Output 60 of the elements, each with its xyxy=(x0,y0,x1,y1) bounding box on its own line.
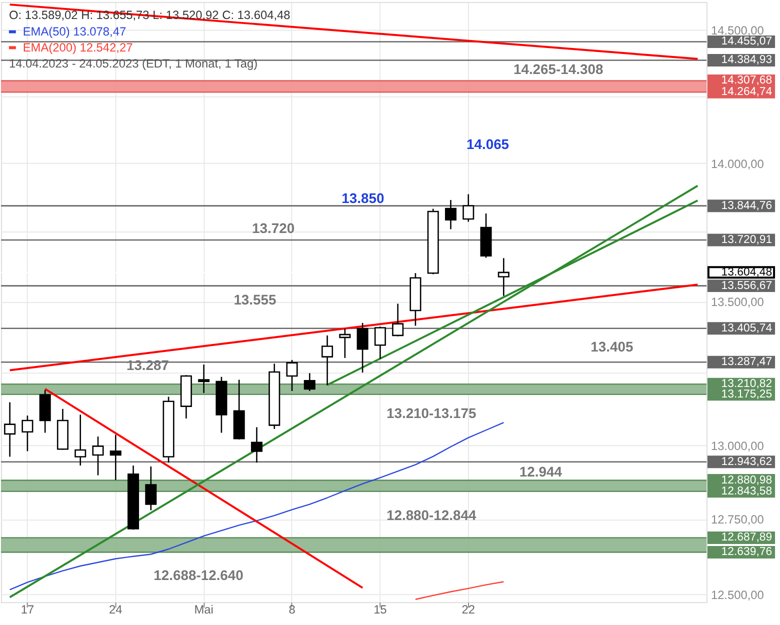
legend-label: EMA(200) 12.542,27 xyxy=(22,40,134,55)
candlestick xyxy=(374,326,386,360)
annotation: 14.065 xyxy=(466,136,510,152)
band-label: 14.265-14.308 xyxy=(513,60,604,77)
y-tick-label: 14.000,00 xyxy=(710,156,764,171)
ref-line-label: 12.880,98 xyxy=(721,474,772,486)
line-series xyxy=(9,422,504,590)
ref-line-label: 12.687,89 xyxy=(721,532,772,544)
ref-line-label: 12.639,76 xyxy=(721,546,772,558)
annotation: 13.405 xyxy=(590,338,634,354)
x-tick-label: 8 xyxy=(288,602,296,617)
band-label: 12.688-12.640 xyxy=(154,567,244,584)
candlestick xyxy=(145,466,157,511)
ref-line-label: 13.556,67 xyxy=(721,280,772,292)
y-tick-label: 13.000,00 xyxy=(710,438,764,453)
ref-line-label: 12.943,62 xyxy=(721,456,772,468)
candlestick xyxy=(444,199,456,230)
annotation: 12.944 xyxy=(519,464,562,480)
ref-line-label: 14.307,68 xyxy=(721,74,772,87)
band-label: 13.210-13.175 xyxy=(386,405,476,422)
candlestick xyxy=(4,402,16,458)
candlestick xyxy=(304,372,316,392)
ref-line-label: 12.843,58 xyxy=(721,485,772,498)
line-series xyxy=(414,581,504,600)
ref-line-label: 13.720,91 xyxy=(721,234,772,246)
candlestick xyxy=(198,364,210,394)
y-tick-label: 14.500,00 xyxy=(710,23,764,38)
x-tick-label: Mai xyxy=(194,602,214,617)
candlestick xyxy=(462,194,474,222)
ref-line-label: 13.844,76 xyxy=(721,200,772,212)
ref-line-label: 13.175,25 xyxy=(721,388,772,400)
x-tick-label: 15 xyxy=(374,602,388,617)
ref-line-label: 14.264,74 xyxy=(721,86,773,98)
candlestick xyxy=(356,322,368,374)
ref-line-label: 14.455,07 xyxy=(721,36,772,48)
candlestick xyxy=(22,414,34,452)
legend-label: EMA(50) 13.078,47 xyxy=(22,24,126,39)
annotation: 13.720 xyxy=(252,220,295,236)
band-label: 12.880-12.844 xyxy=(386,507,476,524)
annotation: 13.850 xyxy=(342,190,384,206)
x-tick-label: 17 xyxy=(20,602,34,617)
y-tick-label: 12.750,00 xyxy=(710,512,764,527)
ref-line-label: 14.384,93 xyxy=(721,54,772,66)
candlestick xyxy=(250,426,262,464)
x-tick-label: 24 xyxy=(109,602,123,617)
candlestick xyxy=(322,334,334,386)
y-tick-label: 13.500,00 xyxy=(710,295,764,310)
candlestick xyxy=(92,436,104,476)
y-tick-label: 12.500,00 xyxy=(710,588,764,602)
x-tick-label: 22 xyxy=(462,602,476,617)
annotation: 13.555 xyxy=(234,292,276,308)
candlestick xyxy=(110,434,122,481)
candlestick xyxy=(339,328,351,359)
ref-line-label: 13.405,74 xyxy=(721,322,773,334)
candlestick xyxy=(392,303,404,337)
text: 14.04.2023 - 24.05.2023 (EDT, 1 Monat, 1 Tag) xyxy=(8,56,258,71)
ref-line-label: 13.287,47 xyxy=(721,356,772,368)
candlestick xyxy=(74,414,86,466)
candlestick xyxy=(286,359,298,392)
ref-line-label: 13.210,82 xyxy=(721,378,772,390)
